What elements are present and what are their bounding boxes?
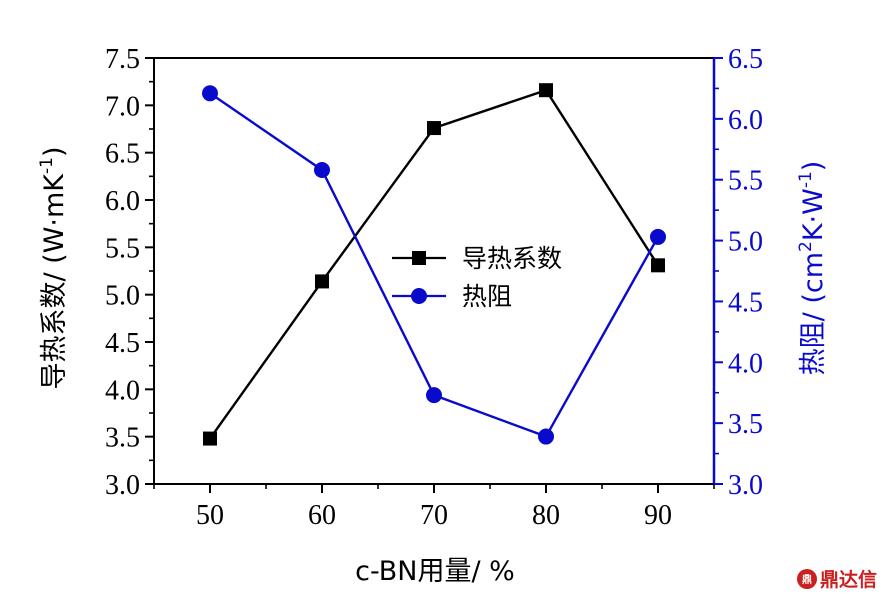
y-left-tick-label: 4.0 [105,375,140,406]
y-left-tick-label: 3.5 [105,423,140,454]
y-right-tick-label: 5.5 [728,166,763,197]
x-tick-label: 70 [420,500,448,531]
y-right-tick-label: 6.5 [728,44,763,75]
series-0-point [427,121,441,136]
y-axis-left-title: 导热系数/ (W·mK-1) [37,147,70,390]
y-right-tick-label: 3.5 [728,409,763,440]
series-1-point [314,161,330,178]
watermark-icon: 鼎 [796,568,817,589]
series-1-point [538,428,554,445]
y-right-tick-label: 5.0 [728,227,763,258]
y-left-tick-label: 6.0 [105,186,140,217]
y-axis-right: 3.0 3.5 4.0 4.5 5.0 5.5 6.0 6.5 [714,44,763,501]
series-0-point [651,258,665,273]
watermark-text: 鼎达信 [819,569,877,591]
legend-marker-series-0 [412,251,426,265]
legend: 导热系数 热阻 [392,244,562,311]
x-axis: 50 60 70 80 90 [153,484,715,531]
series-0-point [539,83,553,98]
x-tick-label: 50 [196,500,224,531]
y-left-tick-label: 3.0 [105,470,140,501]
series-0-point [315,274,329,289]
x-axis-title: c-BN用量/ % [355,556,515,587]
y-left-tick-label: 7.5 [105,44,140,75]
y-right-tick-label: 4.0 [728,348,763,379]
y-left-tick-label: 6.5 [105,139,140,170]
y-left-tick-label: 4.5 [105,328,140,359]
y-axis-right-title: 热阻/ (cm2K·W-1) [796,161,829,376]
y-left-tick-label: 7.0 [105,91,140,122]
watermark-logo: 鼎 鼎达信 [796,565,877,592]
series-layer [202,83,666,446]
legend-marker-series-1 [411,288,427,304]
y-axis-left: 3.0 3.5 4.0 4.5 5.0 5.5 6.0 6.5 7.0 7.5 [105,44,154,501]
y-right-tick-label: 4.5 [728,287,763,318]
legend-label-series-0: 导热系数 [462,244,562,273]
series-0-point [203,431,217,446]
series-1-point [202,85,218,102]
x-tick-label: 90 [644,500,672,531]
series-0-line [209,88,660,440]
series-1-line [209,92,660,439]
y-right-tick-label: 6.0 [728,105,763,136]
x-tick-label: 60 [308,500,336,531]
x-tick-label: 80 [532,500,560,531]
y-left-tick-label: 5.0 [105,281,140,312]
series-1-point [426,387,442,404]
series-1-point [650,228,666,245]
y-left-tick-label: 5.5 [105,233,140,264]
y-right-tick-label: 3.0 [728,470,763,501]
legend-label-series-1: 热阻 [462,282,512,311]
